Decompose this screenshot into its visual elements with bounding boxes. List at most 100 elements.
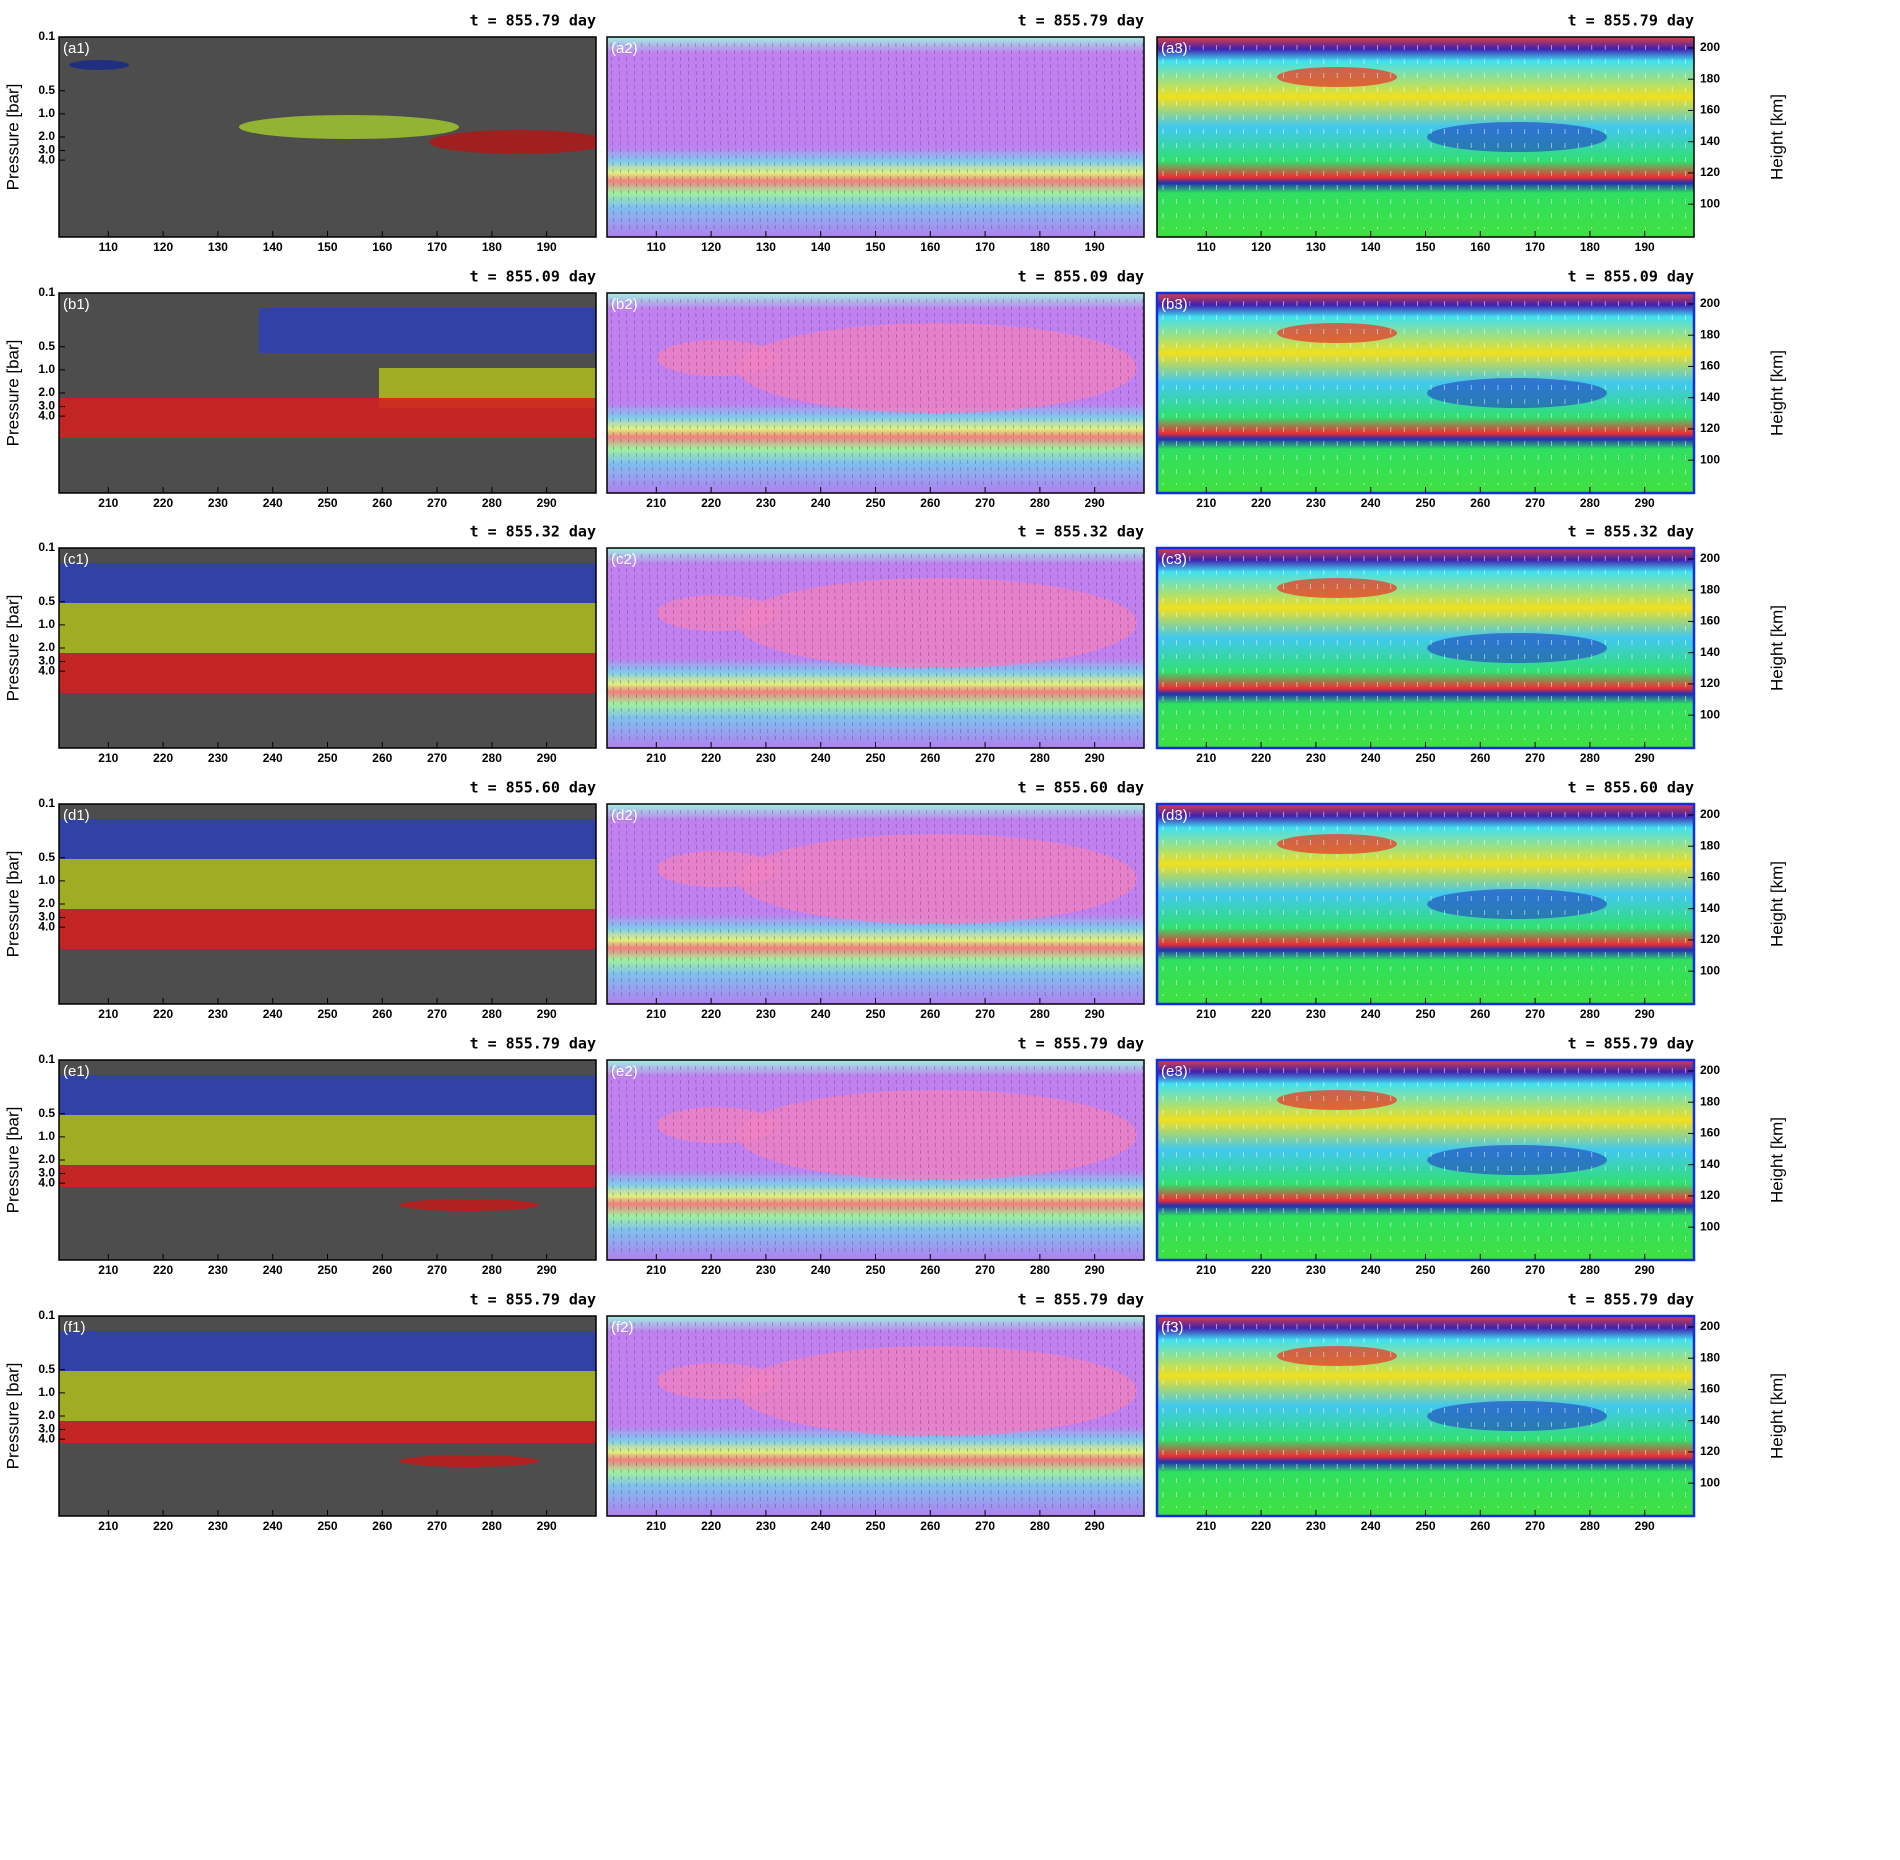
x-tick-label: 240: [1361, 1007, 1381, 1021]
wind-vector: [656, 298, 661, 488]
x-tick-label: 180: [482, 240, 502, 254]
wind-vector: [918, 42, 923, 232]
wind-vector: [1034, 1065, 1038, 1255]
field-pink: [737, 578, 1137, 668]
wind-vector: [911, 1065, 915, 1255]
panel-field: [1157, 37, 1694, 237]
x-tick-label: 220: [153, 496, 173, 510]
y2-tick-label: 200: [1700, 1063, 1720, 1077]
x-tick-label: 150: [865, 240, 885, 254]
wind-vector: [641, 298, 646, 488]
x-tick-label: 280: [482, 1007, 502, 1021]
x-tick-label: 120: [153, 240, 173, 254]
field-pink: [737, 1346, 1137, 1436]
wind-vector: [988, 42, 992, 232]
panel-time: t = 855.60 day: [1568, 779, 1694, 797]
x-tick-label: 290: [1085, 1263, 1105, 1277]
wind-vector: [957, 1065, 961, 1255]
wind-vector: [656, 553, 661, 743]
x-tick-label: 230: [208, 496, 228, 510]
wind-vector: [1111, 553, 1115, 743]
wind-vector: [887, 809, 892, 999]
y-tick-label: 4.0: [38, 663, 55, 677]
y-tick-label: 1.0: [38, 1385, 55, 1399]
wind-vector: [1072, 42, 1077, 232]
cloud-blue: [69, 60, 129, 70]
wind-vector: [810, 809, 815, 999]
y2-tick-label: 100: [1700, 196, 1720, 210]
wind-vector: [772, 42, 776, 232]
x-tick-label: 250: [317, 1519, 337, 1533]
wind-vector: [703, 1321, 707, 1511]
wind-vector: [818, 42, 823, 232]
wind-vector: [687, 42, 692, 232]
x-tick-label: 130: [756, 240, 776, 254]
wind-vector: [1126, 1065, 1131, 1255]
y-tick-label: 1.0: [38, 1129, 55, 1143]
cloud-blue: [59, 563, 596, 608]
panel-field: [607, 293, 1144, 493]
y-tick-label: 1.0: [38, 362, 55, 376]
y2-axis-label: Height [km]: [1767, 605, 1786, 691]
x-tick-label: 270: [1525, 496, 1545, 510]
y2-tick-label: 120: [1700, 421, 1720, 435]
wind-vector: [834, 298, 838, 488]
wind-vector: [795, 298, 800, 488]
wind-vector: [795, 809, 800, 999]
wind-vector: [1111, 298, 1115, 488]
panel-time: t = 855.60 day: [1018, 779, 1144, 797]
wind-vector: [1018, 42, 1023, 232]
x-tick-label: 230: [756, 1263, 776, 1277]
wind-vector: [764, 809, 769, 999]
wind-vector: [849, 553, 853, 743]
wind-vector: [980, 1065, 984, 1255]
x-tick-label: 240: [1361, 496, 1381, 510]
wind-vector: [887, 42, 892, 232]
wind-vector: [780, 298, 784, 488]
x-tick-label: 250: [1415, 496, 1435, 510]
y2-tick-label: 200: [1700, 40, 1720, 54]
panel-field: [59, 1060, 596, 1260]
y-tick-label: 2.0: [38, 1408, 55, 1422]
panel-field: [1157, 804, 1694, 1004]
wind-vector: [710, 1065, 715, 1255]
wind-vector: [949, 553, 954, 743]
wind-vector: [1034, 809, 1038, 999]
wind-vector: [787, 1321, 792, 1511]
wind-vector: [864, 809, 869, 999]
wind-vector: [695, 42, 699, 232]
y2-tick-label: 100: [1700, 1475, 1720, 1489]
wind-vector: [1018, 1065, 1023, 1255]
x-tick-label: 250: [1415, 751, 1435, 765]
x-tick-label: 180: [1030, 240, 1050, 254]
panel-label: (e2): [611, 1063, 638, 1080]
x-tick-label: 270: [1525, 1263, 1545, 1277]
x-tick-label: 280: [1030, 751, 1050, 765]
x-tick-label: 290: [537, 1007, 557, 1021]
y-tick-label: 2.0: [38, 1152, 55, 1166]
x-tick-label: 160: [920, 240, 940, 254]
wind-vector: [1126, 1321, 1131, 1511]
x-tick-label: 270: [975, 496, 995, 510]
cloud-red: [429, 130, 596, 154]
panel-label: (b3): [1161, 296, 1188, 313]
wind-vector: [718, 298, 723, 488]
wind-vector: [641, 1065, 646, 1255]
wind-vector: [1065, 809, 1069, 999]
y-tick-label: 2.0: [38, 385, 55, 399]
cloud-red-low: [399, 1199, 539, 1211]
panel-label: (f2): [611, 1319, 634, 1336]
wind-vector: [803, 1065, 807, 1255]
wind-vector: [718, 553, 723, 743]
x-tick-label: 290: [1635, 1519, 1655, 1533]
x-tick-label: 230: [1306, 751, 1326, 765]
x-tick-label: 260: [1470, 1263, 1490, 1277]
y2-tick-label: 200: [1700, 1319, 1720, 1333]
wind-vector: [641, 42, 646, 232]
wind-vector: [780, 1321, 784, 1511]
wind-vector: [633, 1321, 638, 1511]
wind-vector: [818, 1065, 823, 1255]
wind-vector: [972, 1321, 977, 1511]
x-tick-label: 240: [811, 496, 831, 510]
x-tick-label: 230: [1306, 1263, 1326, 1277]
